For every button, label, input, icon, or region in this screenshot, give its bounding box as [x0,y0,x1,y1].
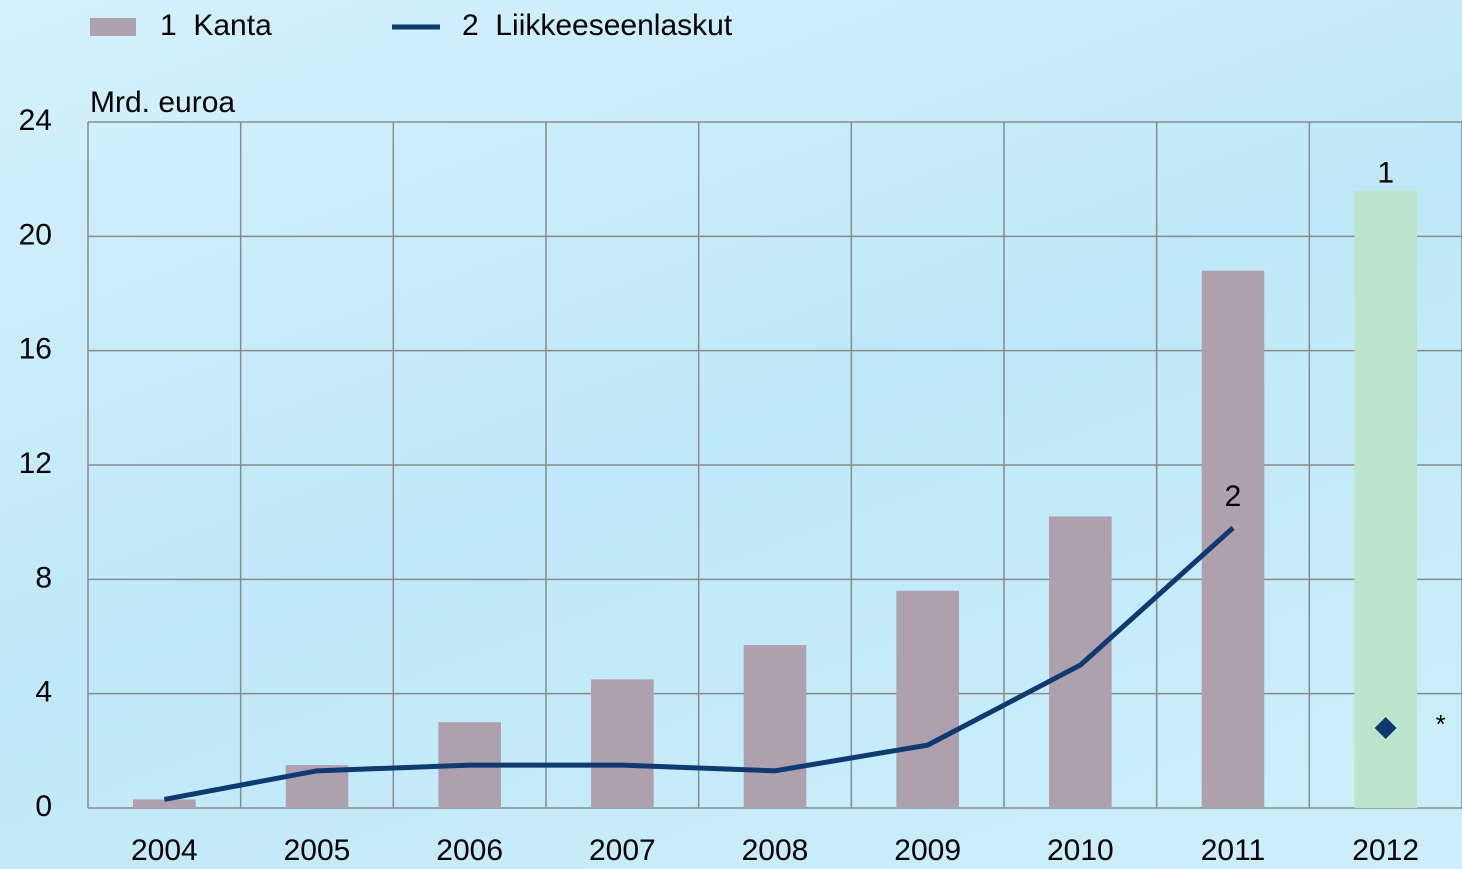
legend-swatch [90,18,136,36]
y-tick-label: 20 [19,218,52,251]
bar [133,799,196,808]
line [163,526,1235,802]
series-label: 2 [1225,480,1242,513]
y-tick-label: 16 [19,333,52,366]
x-tick-label: 2011 [1201,834,1266,867]
x-tick-label: 2004 [131,834,198,867]
bar [591,679,654,808]
y-tick-label: 12 [19,447,52,480]
y-tick-label: 8 [35,561,52,594]
bar [743,645,807,808]
y-tick-label: 4 [35,676,52,709]
point-label: * [1436,709,1446,739]
axis-label: Mrd. euroa [90,86,235,119]
legend-label: 1 Kanta [160,9,272,42]
legend-label: 2 Liikkeeseenlaskut [462,9,733,42]
bar [896,590,959,808]
point [1374,716,1397,739]
x-tick-label: 2008 [742,834,809,867]
x-tick-label: 2007 [589,834,656,867]
bar [1354,190,1417,809]
x-tick-label: 2009 [894,834,961,867]
series-label: 1 [1377,157,1394,190]
y-tick-label: 0 [35,790,52,823]
bar [1201,270,1265,809]
x-tick-label: 2005 [284,834,351,867]
y-tick-label: 24 [19,104,52,137]
x-tick-label: 2012 [1352,834,1419,867]
x-tick-label: 2010 [1047,834,1114,867]
x-tick-label: 2006 [436,834,503,867]
